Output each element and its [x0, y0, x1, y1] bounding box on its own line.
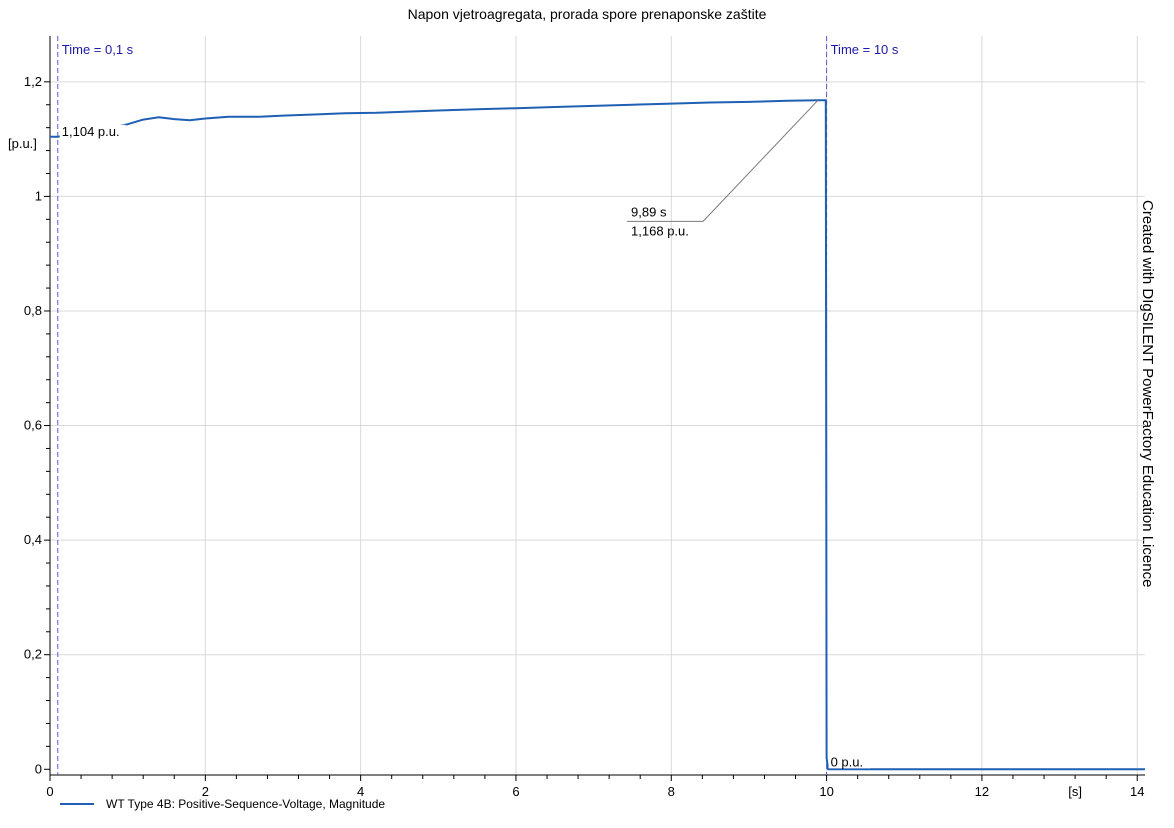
x-tick-label: 12 [975, 784, 989, 799]
annotation-leader [702, 99, 819, 222]
time-marker-label: Time = 10 s [831, 42, 899, 57]
x-tick-label: 10 [819, 784, 833, 799]
annotation-bg [828, 754, 871, 769]
time-marker-label: Time = 0,1 s [62, 42, 134, 57]
axes: 0 2 4 6 8 10 12 14 0 0,2 0,4 0,6 0,8 1 1,2 [p.u.] [s] [8, 36, 1145, 799]
x-tick-label: 6 [512, 784, 519, 799]
legend: WT Type 4B: Positive-Sequence-Voltage, M… [60, 797, 385, 811]
y-tick-label: 0,4 [24, 532, 42, 547]
x-tick-label: 4 [357, 784, 364, 799]
y-tick-label: 0,8 [24, 303, 42, 318]
x-tick-label: 8 [668, 784, 675, 799]
series [50, 99, 1145, 771]
annotations: 1,104 p.u. 0 p.u. 9,89 s 1,168 p.u. [59, 99, 871, 769]
x-axis-label: [s] [1068, 784, 1082, 799]
y-axis-label: [p.u.] [8, 136, 37, 151]
x-tick-label: 14 [1130, 784, 1144, 799]
y-tick-label: 0,6 [24, 418, 42, 433]
annotation-bg [59, 124, 126, 141]
legend-swatch [60, 803, 94, 805]
annotation-start-value: 1,104 p.u. [62, 124, 120, 139]
y-tick-label: 0 [35, 761, 42, 776]
x-tick-label: 2 [202, 784, 209, 799]
series-line [50, 99, 1145, 771]
y-tick-label: 1 [35, 188, 42, 203]
time-markers: Time = 0,1 s Time = 10 s [57, 36, 899, 775]
annotation-value: 1,168 p.u. [631, 223, 689, 238]
annotation-time: 9,89 s [631, 204, 667, 219]
y-tick-label: 0,2 [24, 647, 42, 662]
annotation-end-value: 0 p.u. [831, 754, 864, 769]
y-tick-label: 1,2 [24, 74, 42, 89]
x-tick-label: 0 [46, 784, 53, 799]
legend-label: WT Type 4B: Positive-Sequence-Voltage, M… [106, 797, 386, 811]
chart-title: Napon vjetroagregata, prorada spore pren… [407, 6, 767, 22]
grid [50, 36, 1145, 775]
